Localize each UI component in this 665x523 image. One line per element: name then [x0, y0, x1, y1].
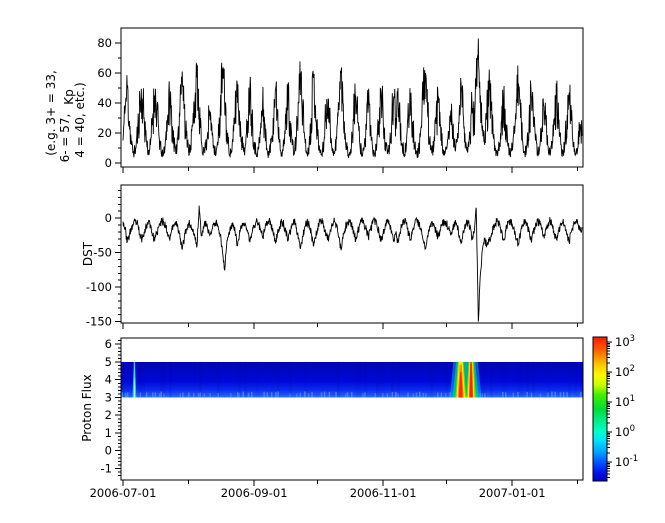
- x-tick-label: 2007-01-01: [479, 486, 546, 500]
- panel-box-proton: [120, 337, 584, 481]
- kp-y-tick-label: 40: [97, 96, 112, 110]
- kp-series-line: [122, 38, 583, 159]
- panel-box-kp: [120, 27, 584, 168]
- colorbar-tick-label: 10-1: [615, 454, 638, 469]
- proton-y-tick-label: 1: [105, 426, 112, 440]
- colorbar-tick-label: 103: [615, 334, 635, 349]
- colorbar-tick-label: 100: [615, 424, 635, 439]
- proton-y-tick-label: 5: [105, 355, 112, 369]
- proton-spectrogram-band: [121, 361, 583, 398]
- kp-y-tick-label: 0: [105, 156, 112, 170]
- proton-feature: [458, 371, 463, 398]
- kp-axis-note-line2: 6- = 57,: [58, 113, 72, 163]
- proton-band-base: [121, 361, 583, 398]
- proton-y-tick-label: 0: [105, 444, 112, 458]
- kp-y-tick-label: 80: [97, 36, 112, 50]
- panel-box-dst: [120, 184, 584, 324]
- dst-y-tick-label: 0: [105, 211, 112, 225]
- proton-feature: [469, 363, 473, 398]
- proton-y-tick-label: 3: [105, 390, 112, 404]
- dst-axis-label: DST: [81, 241, 95, 267]
- proton-feature: [133, 377, 136, 398]
- x-tick-label: 2006-07-01: [90, 486, 157, 500]
- x-tick-label: 2006-11-01: [350, 486, 417, 500]
- dst-y-tick-label: -50: [93, 246, 112, 260]
- kp-y-tick-label: 20: [97, 126, 112, 140]
- proton-y-tick-label: 6: [105, 337, 112, 351]
- kp-axis-note-line3: 4 = 40, etc.): [73, 82, 87, 158]
- proton-y-tick-label: 2: [105, 408, 112, 422]
- kp-axis-note-line1: (e.g. 3+ = 33,: [44, 70, 58, 156]
- colorbar-tick-label: 101: [615, 394, 635, 409]
- proton-flux-axis-label: Proton Flux: [80, 374, 94, 442]
- x-tick-label: 2006-09-01: [221, 486, 288, 500]
- proton-y-tick-label: 4: [105, 373, 112, 387]
- kp-y-tick-label: 60: [97, 66, 112, 80]
- dst-series-line: [122, 205, 583, 322]
- dst-y-tick-label: -150: [86, 315, 112, 329]
- dst-y-tick-label: -100: [86, 280, 112, 294]
- colorbar-gradient: [593, 337, 607, 481]
- colorbar-tick-label: 102: [615, 364, 635, 379]
- proton-y-tick-label: -1: [101, 461, 112, 475]
